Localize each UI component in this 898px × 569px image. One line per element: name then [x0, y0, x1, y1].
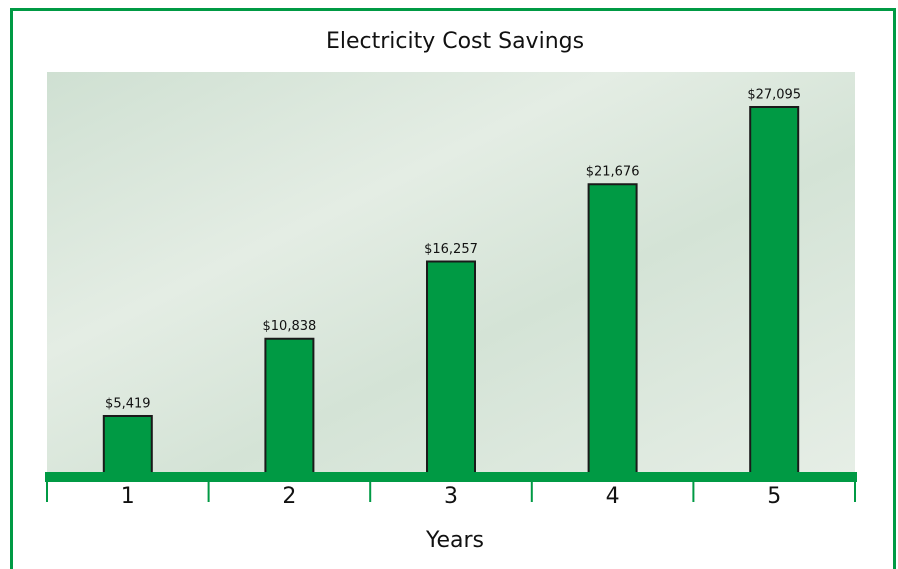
bar: [749, 105, 800, 476]
bar: [426, 260, 476, 476]
value-label: $21,676: [586, 165, 640, 180]
frame: [10, 8, 896, 569]
x-axis-label: Years: [425, 528, 484, 553]
value-label: $10,838: [263, 319, 317, 334]
x-tick-label: 1: [121, 484, 135, 509]
x-tick-label: 5: [767, 484, 781, 509]
bar: [264, 337, 315, 476]
x-tick-label: 2: [282, 484, 296, 509]
value-label: $16,257: [424, 242, 478, 257]
chart-title: Electricity Cost Savings: [326, 29, 584, 54]
value-label: $27,095: [747, 87, 801, 102]
x-tick-label: 4: [606, 484, 620, 509]
value-label: $5,419: [105, 396, 151, 411]
bar: [587, 183, 638, 476]
x-axis-base: [45, 472, 857, 482]
bar: [102, 414, 153, 476]
x-tick-label: 3: [444, 484, 458, 509]
